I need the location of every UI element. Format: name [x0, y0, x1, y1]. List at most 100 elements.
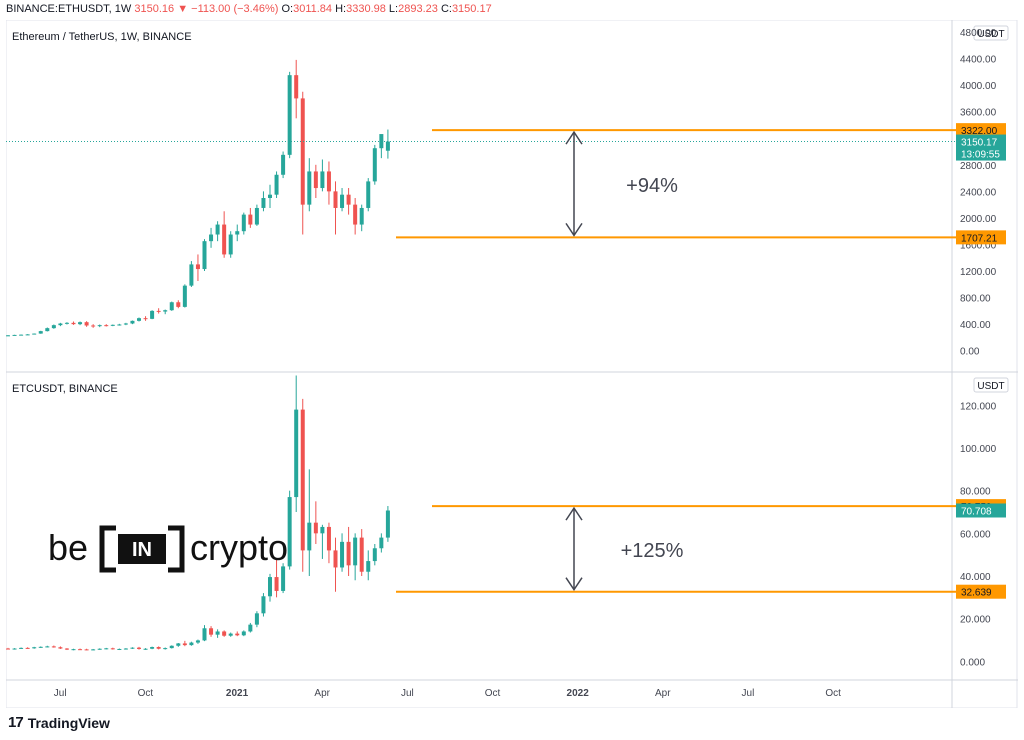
symbol-header: BINANCE:ETHUSDT, 1W 3150.16 ▼ −113.00 (−… [6, 3, 492, 15]
level-label-box [956, 123, 1006, 138]
candle-body [294, 75, 299, 99]
candle-body [294, 409, 299, 498]
candle-body [300, 409, 305, 551]
candle-body [51, 325, 56, 329]
candle-body [64, 648, 69, 650]
candle-body [379, 537, 384, 549]
logo-crypto: crypto [190, 527, 288, 568]
measure-arrow-up-icon [565, 130, 583, 145]
candle-body [189, 264, 194, 286]
candle-body [123, 648, 128, 650]
candle-body [97, 648, 102, 650]
candle-body [215, 631, 220, 635]
candle-body [346, 194, 351, 205]
unit-label: USDT [977, 381, 1004, 392]
candle-body [268, 577, 272, 597]
y-tick-label: 4000.00 [960, 81, 997, 92]
x-tick-label: 2021 [226, 688, 249, 699]
candle-body [130, 647, 135, 649]
candle-body [110, 648, 115, 650]
candle-body [64, 322, 69, 324]
candle-body [268, 194, 272, 198]
candle-body [340, 194, 345, 208]
candle-body [71, 649, 76, 651]
candle-body [78, 649, 83, 651]
candle-body [150, 310, 155, 319]
high-label: H: [335, 3, 347, 15]
candle-body [176, 643, 181, 646]
candle-body [58, 647, 63, 649]
candle-body [58, 323, 63, 326]
candle-body [84, 649, 89, 651]
y-tick-label: 4800.00 [960, 28, 997, 39]
y-tick-label: 1200.00 [960, 267, 997, 278]
candle-body [182, 643, 187, 646]
candle-body [326, 526, 331, 551]
percent-gain-annotation: +125% [621, 540, 684, 562]
down-arrow-icon: ▼ [177, 3, 189, 15]
candle-body [222, 631, 227, 636]
y-tick-label: 80.000 [960, 487, 991, 498]
candle-body [117, 324, 122, 326]
candle-body [104, 648, 109, 650]
candle-body [281, 154, 286, 175]
candle-body [300, 98, 305, 205]
last-price-label: 70.708 [961, 506, 992, 517]
candle-body [12, 334, 17, 336]
chart-area[interactable]: Ethereum / TetherUS, 1W, BINANCE USDT 0.00… [5, 19, 1018, 709]
y-tick-label: 3600.00 [960, 108, 997, 119]
candle-body [169, 302, 174, 311]
candle-body [359, 537, 364, 572]
symbol-info[interactable]: BINANCE:ETHUSDT, 1W [6, 3, 132, 15]
x-tick-label: Apr [314, 688, 330, 699]
x-tick-label: Apr [655, 688, 671, 699]
y-tick-label: 0.000 [960, 657, 985, 668]
candle-body [320, 526, 325, 534]
candle-body [189, 642, 194, 646]
candle-body [38, 331, 43, 334]
candle-body [169, 645, 174, 649]
y-tick-label: 60.000 [960, 529, 991, 540]
last-price-label: 3150.17 [961, 138, 998, 149]
y-tick-label: 4400.00 [960, 55, 997, 66]
measure-arrow-down-icon [565, 222, 583, 237]
candle-body [130, 320, 135, 324]
y-tick-label: 800.00 [960, 294, 991, 305]
candle-body [326, 171, 331, 192]
candle-body [241, 631, 246, 636]
candle-body [6, 648, 10, 650]
candle-body [287, 75, 292, 155]
candle-body [261, 596, 266, 614]
unit-label-box [973, 25, 1009, 41]
level-label: 32.639 [961, 588, 992, 599]
candle-body [19, 647, 24, 649]
candle-body [150, 647, 155, 649]
candle-body [359, 207, 364, 225]
candle-body [248, 214, 253, 225]
candle-body [372, 548, 377, 562]
price-change: −113.00 (−3.46%) [191, 3, 279, 15]
logo-in-block [118, 534, 166, 564]
candle-body [241, 214, 246, 232]
candle-body [25, 334, 30, 336]
candle-body [6, 335, 10, 337]
candle-body [248, 624, 253, 632]
candlestick-charts[interactable]: Ethereum / TetherUS, 1W, BINANCE USDT 0.00… [5, 19, 1018, 709]
x-tick-label: Oct [825, 688, 841, 699]
low-value: 2893.23 [398, 3, 438, 15]
unit-label-box [973, 377, 1009, 393]
candle-body [78, 322, 83, 325]
pane-title: Ethereum / TetherUS, 1W, BINANCE [12, 31, 192, 43]
candle-body [156, 647, 161, 649]
last-price: 3150.16 [134, 3, 175, 15]
candle-body [12, 648, 17, 650]
last-price-box [956, 503, 1006, 518]
y-tick-label: 0.00 [960, 347, 980, 358]
candle-body [209, 234, 214, 242]
logo-be: be [48, 527, 88, 568]
candle-body [25, 647, 30, 649]
candle-body [19, 334, 24, 336]
level-label: 3322.00 [961, 126, 998, 137]
x-tick-label: Jul [401, 688, 414, 699]
candle-body [235, 633, 240, 636]
